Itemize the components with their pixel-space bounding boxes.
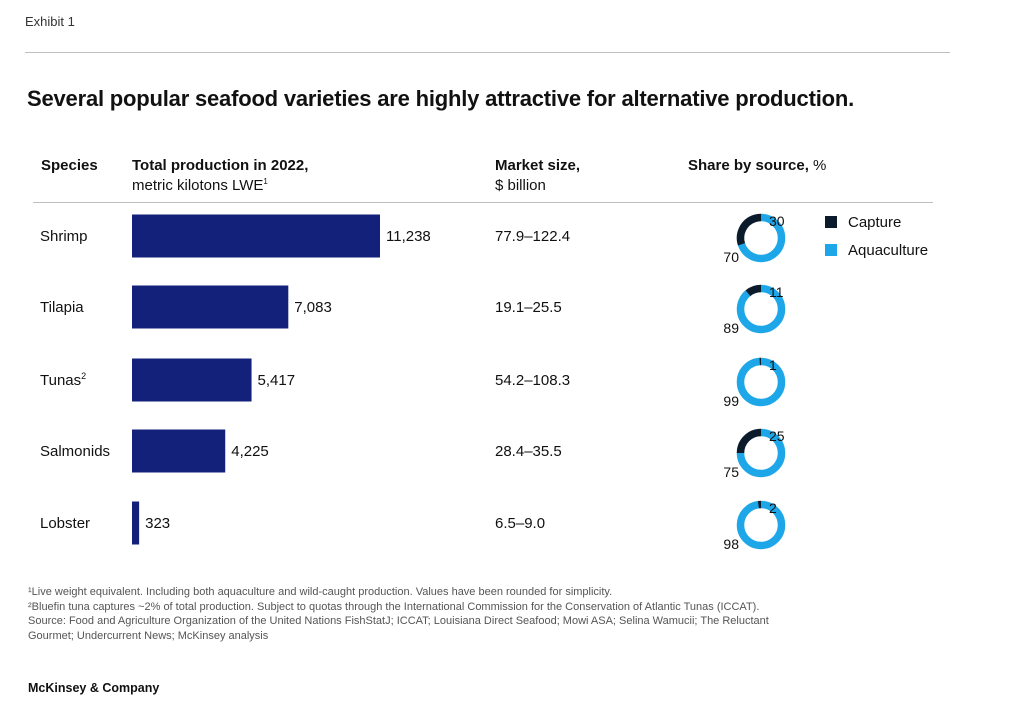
- production-bar-shrimp: [132, 214, 380, 258]
- donut-capture-value-salmonids: 25: [769, 428, 785, 444]
- exhibit-label: Exhibit 1: [25, 14, 75, 29]
- header-market-label: Market size,: [495, 157, 581, 174]
- species-label-lobster: Lobster: [40, 515, 90, 532]
- donut-capture-salmonids: [736, 428, 786, 478]
- footnote-2: ²Bluefin tuna captures ~2% of total prod…: [28, 600, 760, 613]
- header-divider: [33, 202, 933, 203]
- production-value-lobster: 323: [145, 515, 170, 532]
- footnote-1: ¹Live weight equivalent. Including both …: [28, 586, 613, 598]
- species-label-salmonids: Salmonids: [40, 443, 110, 460]
- footnotes: ¹Live weight equivalent. Including both …: [28, 585, 928, 643]
- source-line-2: Gourmet; Undercurrent News; McKinsey ana…: [28, 629, 269, 642]
- donut-aquaculture-value-tilapia: 89: [723, 320, 739, 336]
- market-size-shrimp: 77.9–122.4: [495, 228, 570, 245]
- header-market-unit: $ billion: [495, 177, 546, 194]
- market-size-lobster: 6.5–9.0: [495, 515, 545, 532]
- brand-footer: McKinsey & Company: [28, 681, 160, 695]
- production-value-salmonids: 4,225: [231, 443, 269, 460]
- source-line-1: Source: Food and Agriculture Organizatio…: [28, 615, 769, 627]
- species-label-tilapia: Tilapia: [40, 299, 84, 316]
- donut-aquaculture-value-tunas: 99: [723, 393, 739, 409]
- header-share-label: Share by source,: [688, 157, 809, 174]
- donut-capture-value-shrimp: 30: [769, 213, 785, 229]
- header-production-unit: metric kilotons LWE: [132, 177, 264, 194]
- species-footnote-ref: 2: [81, 371, 86, 381]
- donut-aquaculture-value-lobster: 98: [723, 536, 739, 552]
- header-species-label: Species: [41, 157, 98, 174]
- donut-capture-value-lobster: 2: [769, 500, 777, 516]
- donut-capture-value-tilapia: 11: [769, 284, 784, 300]
- production-value-tunas: 5,417: [258, 372, 296, 389]
- donut-aquaculture-tunas: [736, 357, 786, 407]
- species-label-tunas: Tunas2: [40, 371, 86, 389]
- donut-aquaculture-value-shrimp: 70: [723, 249, 739, 265]
- market-size-salmonids: 28.4–35.5: [495, 443, 562, 460]
- market-size-tilapia: 19.1–25.5: [495, 299, 562, 316]
- production-bar-tilapia: [132, 285, 289, 329]
- production-bar-lobster: [132, 501, 140, 545]
- donut-capture-lobster: [736, 500, 786, 550]
- donut-aquaculture-value-salmonids: 75: [723, 464, 739, 480]
- species-label-shrimp: Shrimp: [40, 228, 88, 245]
- legend-label-aquaculture: Aquaculture: [848, 242, 929, 259]
- production-bar-salmonids: [132, 429, 226, 473]
- header-species: Species: [41, 156, 98, 176]
- header-production-footnote-ref: 1: [263, 177, 268, 186]
- header-share-by-source: Share by source, %: [688, 156, 826, 176]
- donut-aquaculture-lobster: [736, 500, 786, 550]
- chart-title: Several popular seafood varieties are hi…: [27, 86, 854, 111]
- donut-capture-value-tunas: 1: [769, 357, 777, 373]
- top-divider: [25, 52, 950, 53]
- market-size-tunas: 54.2–108.3: [495, 372, 570, 389]
- header-market-size: Market size, $ billion: [495, 156, 580, 196]
- header-share-unit: %: [808, 157, 827, 174]
- legend-label-capture: Capture: [848, 214, 902, 231]
- production-bar-tunas: [132, 358, 252, 402]
- legend-swatch-capture: [825, 216, 837, 228]
- production-value-shrimp: 11,238: [386, 228, 431, 245]
- legend-swatch-aquaculture: [825, 244, 837, 256]
- production-value-tilapia: 7,083: [294, 299, 332, 316]
- header-production: Total production in 2022, metric kiloton…: [132, 156, 308, 196]
- header-production-label: Total production in 2022,: [132, 157, 309, 174]
- donut-capture-tilapia: [736, 284, 786, 334]
